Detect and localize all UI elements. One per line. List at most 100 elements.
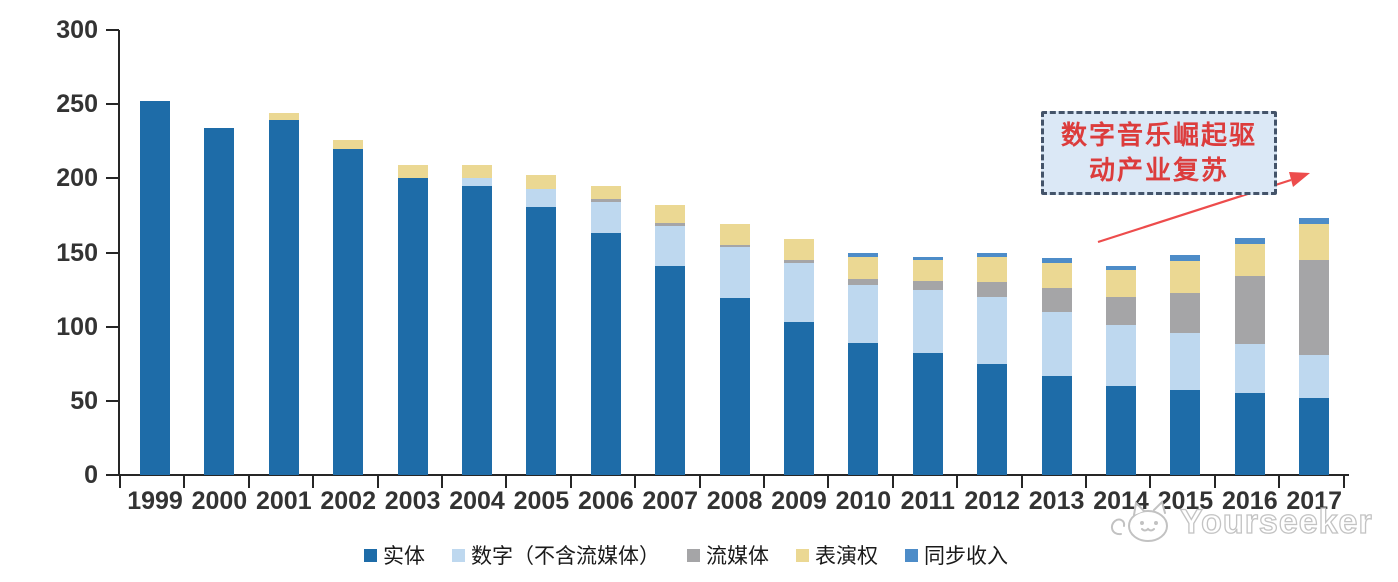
y-axis-tick bbox=[106, 103, 119, 106]
yourseeker-logo-icon bbox=[1110, 500, 1168, 542]
x-axis-label-2015: 2015 bbox=[1157, 487, 1214, 515]
x-axis-tick bbox=[1020, 476, 1023, 488]
y-axis-label: 50 bbox=[70, 386, 98, 415]
x-axis-tick bbox=[1213, 476, 1216, 488]
x-axis-label-2010: 2010 bbox=[835, 487, 892, 515]
y-axis-tick bbox=[106, 251, 119, 254]
bar-segment-2014-实体 bbox=[1106, 386, 1136, 475]
x-axis-label-2002: 2002 bbox=[320, 487, 376, 515]
bar-segment-2011-实体 bbox=[912, 353, 943, 475]
x-axis-tick bbox=[312, 476, 315, 488]
bar-segment-2017-流媒体 bbox=[1299, 259, 1330, 355]
bar-segment-2005-实体 bbox=[526, 206, 557, 475]
bar-segment-2017-实体 bbox=[1299, 397, 1330, 475]
bar-segment-2012-表演权 bbox=[977, 256, 1008, 283]
y-axis-label: 200 bbox=[56, 164, 98, 193]
bar-segment-2008-表演权 bbox=[719, 224, 750, 246]
legend-item-实体: 实体 bbox=[364, 540, 425, 570]
bar-segment-2009-表演权 bbox=[784, 239, 814, 260]
y-axis-tick bbox=[106, 325, 119, 328]
bar-segment-2003-表演权 bbox=[397, 164, 428, 179]
bar-segment-2016-数字（不含流媒体） bbox=[1234, 344, 1265, 394]
bar-segment-2013-表演权 bbox=[1041, 262, 1072, 289]
legend-item-表演权: 表演权 bbox=[796, 540, 878, 570]
bar-segment-2008-实体 bbox=[719, 298, 750, 475]
bar-segment-2007-表演权 bbox=[655, 205, 686, 223]
bar-segment-2015-流媒体 bbox=[1170, 292, 1201, 333]
x-axis-tick bbox=[827, 476, 830, 488]
bar-segment-2006-表演权 bbox=[590, 185, 621, 200]
x-axis-tick bbox=[698, 476, 701, 488]
bar-segment-2013-数字（不含流媒体） bbox=[1041, 311, 1072, 376]
bar-segment-2003-实体 bbox=[397, 178, 428, 475]
y-axis-tick bbox=[106, 29, 119, 31]
bar-segment-2014-同步收入 bbox=[1106, 265, 1136, 271]
chart-legend: 实体 数字（不含流媒体） 流媒体 表演权 同步收入 bbox=[364, 540, 1008, 570]
bar-segment-2007-流媒体 bbox=[655, 222, 686, 226]
bar-segment-2004-实体 bbox=[462, 185, 492, 475]
bar-segment-2001-实体 bbox=[268, 120, 299, 475]
legend-label: 表演权 bbox=[815, 545, 878, 568]
bar-segment-2014-表演权 bbox=[1106, 270, 1136, 297]
x-axis-tick bbox=[891, 476, 894, 488]
y-axis-label: 0 bbox=[84, 461, 98, 489]
bar-segment-2015-同步收入 bbox=[1170, 255, 1201, 262]
bar-segment-2006-实体 bbox=[590, 233, 621, 475]
x-axis-tick bbox=[956, 476, 959, 488]
legend-swatch bbox=[364, 548, 377, 562]
x-axis-tick bbox=[763, 476, 765, 488]
legend-label: 数字（不含流媒体） bbox=[471, 545, 660, 568]
x-axis-label-2007: 2007 bbox=[642, 487, 698, 515]
legend-item-数字（不含流媒体）: 数字（不含流媒体） bbox=[452, 540, 660, 570]
bar-segment-2011-流媒体 bbox=[912, 280, 943, 290]
bar-segment-2011-表演权 bbox=[912, 259, 943, 281]
x-axis-label-2013: 2013 bbox=[1028, 487, 1085, 515]
x-axis-label-2016: 2016 bbox=[1221, 487, 1278, 515]
x-axis-label-2000: 2000 bbox=[191, 487, 248, 515]
bar-segment-2017-数字（不含流媒体） bbox=[1299, 354, 1330, 398]
x-axis-label-2006: 2006 bbox=[577, 487, 634, 515]
x-axis-label-2004: 2004 bbox=[449, 487, 505, 515]
bar-segment-2007-实体 bbox=[655, 265, 686, 475]
x-axis-tick bbox=[1085, 476, 1087, 488]
y-axis-line bbox=[118, 30, 120, 476]
legend-swatch bbox=[452, 548, 465, 562]
bar-segment-2006-流媒体 bbox=[590, 199, 621, 203]
bar-segment-2002-表演权 bbox=[333, 139, 364, 149]
annotation-line1: 数字音乐崛起驱 bbox=[1060, 120, 1257, 150]
bar-segment-2010-数字（不含流媒体） bbox=[848, 285, 879, 343]
bar-segment-1999-实体 bbox=[140, 101, 170, 475]
bar-segment-2015-实体 bbox=[1170, 390, 1201, 475]
bar-segment-2007-数字（不含流媒体） bbox=[655, 225, 686, 266]
legend-item-同步收入: 同步收入 bbox=[905, 540, 1008, 570]
y-axis-label: 300 bbox=[56, 16, 98, 44]
watermark-text: Yourseeker bbox=[1179, 502, 1373, 541]
bar-segment-2015-数字（不含流媒体） bbox=[1170, 332, 1201, 391]
bar-segment-2011-同步收入 bbox=[912, 256, 943, 260]
bar-segment-2009-数字（不含流媒体） bbox=[784, 262, 814, 323]
bar-segment-2014-流媒体 bbox=[1106, 297, 1136, 326]
bar-segment-2009-实体 bbox=[784, 322, 814, 475]
x-axis-label-2012: 2012 bbox=[964, 487, 1020, 515]
bar-segment-2015-表演权 bbox=[1170, 261, 1201, 293]
bar-segment-2016-实体 bbox=[1234, 393, 1265, 475]
x-axis-line bbox=[118, 474, 1349, 476]
x-axis-label-2009: 2009 bbox=[771, 487, 827, 515]
bar-segment-2012-数字（不含流媒体） bbox=[977, 297, 1008, 364]
x-axis-label-2008: 2008 bbox=[706, 487, 763, 515]
y-axis-tick bbox=[106, 399, 119, 402]
bar-segment-2016-同步收入 bbox=[1234, 237, 1265, 244]
bar-segment-2001-表演权 bbox=[268, 113, 299, 121]
bar-segment-2000-实体 bbox=[204, 127, 235, 475]
bar-segment-2017-同步收入 bbox=[1299, 218, 1330, 225]
x-axis-label-2003: 2003 bbox=[384, 487, 441, 515]
annotation-line2: 动产业复苏 bbox=[1088, 155, 1229, 185]
x-axis-label-1999: 1999 bbox=[127, 487, 183, 515]
bar-segment-2008-数字（不含流媒体） bbox=[719, 246, 750, 299]
bar-segment-2013-实体 bbox=[1041, 375, 1072, 475]
x-axis-tick bbox=[505, 476, 508, 488]
x-axis-tick bbox=[441, 476, 443, 488]
bar-segment-2014-数字（不含流媒体） bbox=[1106, 325, 1136, 386]
